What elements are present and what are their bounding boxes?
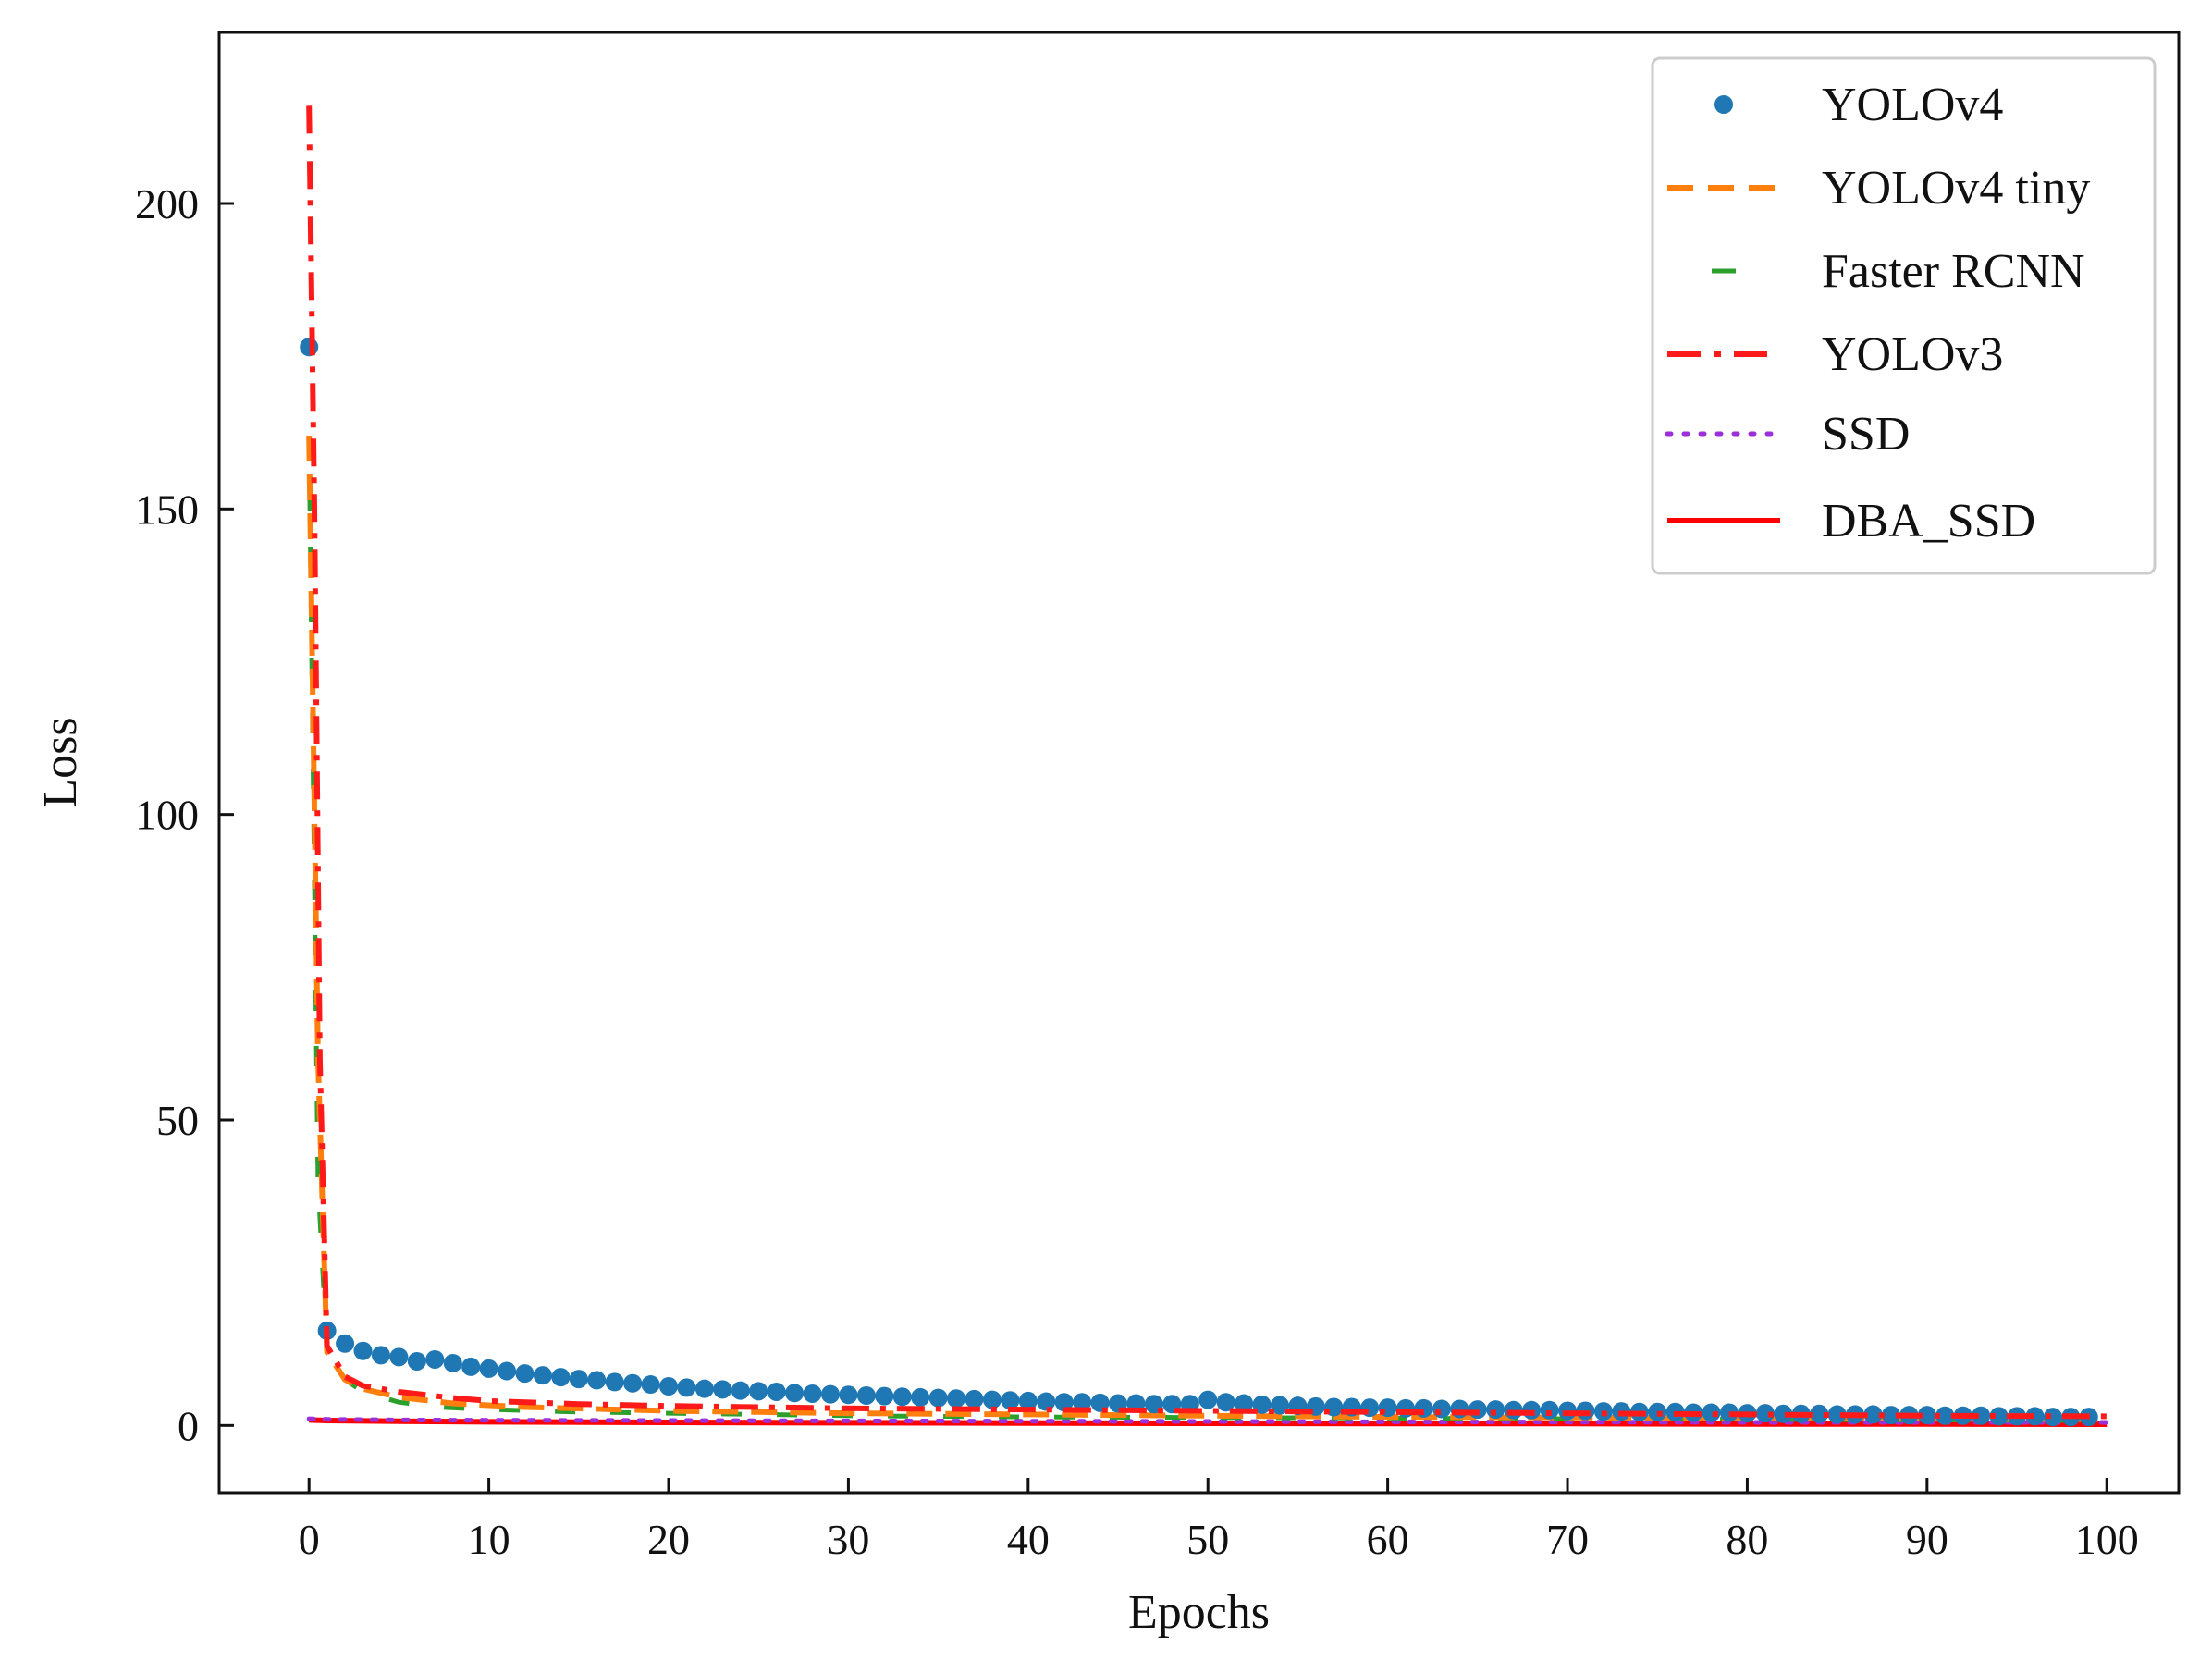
data-point-yolov4 <box>533 1366 552 1385</box>
data-point-yolov4 <box>425 1349 445 1369</box>
data-point-yolov4 <box>1540 1400 1559 1420</box>
data-point-yolov4 <box>1755 1404 1775 1423</box>
data-point-yolov4 <box>1270 1396 1289 1415</box>
data-point-yolov4 <box>587 1371 607 1390</box>
data-point-yolov4 <box>965 1389 984 1409</box>
legend-label-yolov4: YOLOv4 <box>1822 79 2003 131</box>
y-tick-label: 0 <box>178 1402 199 1449</box>
data-point-yolov4 <box>605 1372 624 1392</box>
x-tick-label: 100 <box>2075 1516 2139 1563</box>
data-point-yolov4 <box>911 1387 930 1407</box>
x-tick-label: 70 <box>1546 1516 1589 1563</box>
legend-label-yolov3: YOLOv3 <box>1822 328 2003 381</box>
x-tick-label: 40 <box>1007 1516 1050 1563</box>
legend-box <box>1651 56 2157 575</box>
data-point-yolov4 <box>623 1373 643 1393</box>
data-point-yolov4 <box>892 1387 912 1407</box>
data-point-yolov4 <box>1810 1404 1829 1423</box>
y-tick-label: 200 <box>135 180 199 228</box>
data-point-yolov4 <box>947 1389 966 1409</box>
legend-label-faster-rcnn: Faster RCNN <box>1822 245 2085 298</box>
data-point-yolov4 <box>336 1334 355 1353</box>
data-point-yolov4 <box>1018 1391 1038 1410</box>
data-point-yolov4 <box>713 1380 732 1399</box>
x-tick-label: 80 <box>1726 1516 1768 1563</box>
x-tick-label: 50 <box>1186 1516 1229 1563</box>
y-tick-label: 150 <box>135 486 199 533</box>
data-point-yolov4 <box>1827 1405 1847 1424</box>
data-point-yolov4 <box>1468 1400 1487 1420</box>
data-point-yolov4 <box>1073 1393 1092 1412</box>
x-axis-label: Epochs <box>1128 1586 1270 1639</box>
x-tick-label: 90 <box>1906 1516 1948 1563</box>
data-point-yolov4 <box>551 1368 571 1387</box>
legend-label-dba-ssd: DBA_SSD <box>1822 495 2035 547</box>
data-point-yolov4 <box>641 1375 660 1395</box>
x-tick-label: 60 <box>1367 1516 1409 1563</box>
tick-layer: 0 10 20 30 40 50 60 70 80 90 100 0 50 100 150 200 <box>135 180 2139 1563</box>
data-point-yolov4 <box>1037 1392 1056 1411</box>
data-point-yolov4 <box>479 1359 498 1378</box>
data-point-yolov4 <box>1216 1393 1235 1412</box>
data-point-yolov4 <box>2025 1407 2045 1426</box>
data-point-yolov4 <box>515 1364 535 1384</box>
data-point-yolov4 <box>443 1353 462 1372</box>
data-point-yolov4 <box>785 1384 805 1403</box>
data-point-yolov4 <box>1863 1405 1883 1424</box>
data-point-yolov4 <box>1432 1399 1451 1419</box>
data-point-yolov4 <box>300 338 319 357</box>
data-point-yolov4 <box>1936 1406 1955 1425</box>
data-point-yolov4 <box>461 1357 481 1376</box>
data-point-yolov4 <box>1989 1407 2009 1426</box>
data-point-yolov4 <box>498 1361 517 1381</box>
data-point-yolov4 <box>407 1351 426 1371</box>
data-point-yolov4 <box>1702 1403 1721 1422</box>
series-line-yolov3 <box>306 105 2108 1420</box>
data-point-yolov4 <box>677 1378 696 1397</box>
data-point-yolov4 <box>1198 1390 1218 1409</box>
data-point-yolov4 <box>1450 1399 1469 1419</box>
x-tick-label: 30 <box>827 1516 869 1563</box>
data-point-yolov4 <box>1881 1406 1900 1425</box>
x-tick-label: 0 <box>299 1516 320 1563</box>
data-point-yolov4 <box>982 1390 1002 1409</box>
data-point-yolov4 <box>569 1370 588 1389</box>
y-axis-label: Loss <box>34 717 87 807</box>
data-point-yolov4 <box>371 1346 390 1365</box>
series-layer <box>300 105 2109 1427</box>
data-point-yolov4 <box>1054 1393 1074 1412</box>
data-point-yolov4 <box>1972 1406 1991 1425</box>
data-point-yolov4 <box>694 1379 714 1398</box>
data-point-yolov4 <box>803 1384 822 1403</box>
data-point-yolov4 <box>353 1341 373 1360</box>
data-point-yolov4 <box>875 1386 894 1406</box>
plot-frame <box>217 31 2181 1495</box>
x-tick-label: 10 <box>468 1516 510 1563</box>
data-point-yolov4 <box>1917 1406 1936 1425</box>
legend-label-ssd: SSD <box>1822 408 1910 461</box>
data-point-yolov4 <box>2043 1408 2062 1427</box>
y-tick-label: 100 <box>135 792 199 839</box>
x-tick-label: 20 <box>647 1516 690 1563</box>
legend-handle-yolov4 <box>1714 95 1733 114</box>
data-point-yolov4 <box>1486 1400 1505 1420</box>
series-yolov4 <box>300 338 2098 1427</box>
legend: YOLOv4 YOLOv4 tiny Faster RCNN YOLOv3 SSD DBA… <box>1651 56 2157 575</box>
y-tick-label: 50 <box>156 1097 199 1144</box>
data-point-yolov4 <box>389 1347 409 1367</box>
data-point-yolov4 <box>820 1384 840 1404</box>
series-line-dba-ssd <box>309 1417 2108 1427</box>
data-point-yolov4 <box>839 1385 858 1405</box>
data-point-yolov4 <box>659 1377 679 1396</box>
data-point-yolov4 <box>856 1385 876 1405</box>
data-point-yolov4 <box>1001 1391 1020 1410</box>
data-point-yolov4 <box>731 1381 750 1400</box>
data-point-yolov4 <box>1774 1404 1793 1423</box>
data-point-yolov4 <box>749 1382 768 1401</box>
data-point-yolov4 <box>767 1382 786 1401</box>
data-point-yolov4 <box>928 1388 948 1408</box>
data-point-yolov4 <box>1235 1394 1254 1413</box>
legend-label-yolov4-tiny: YOLOv4 tiny <box>1822 162 2090 215</box>
